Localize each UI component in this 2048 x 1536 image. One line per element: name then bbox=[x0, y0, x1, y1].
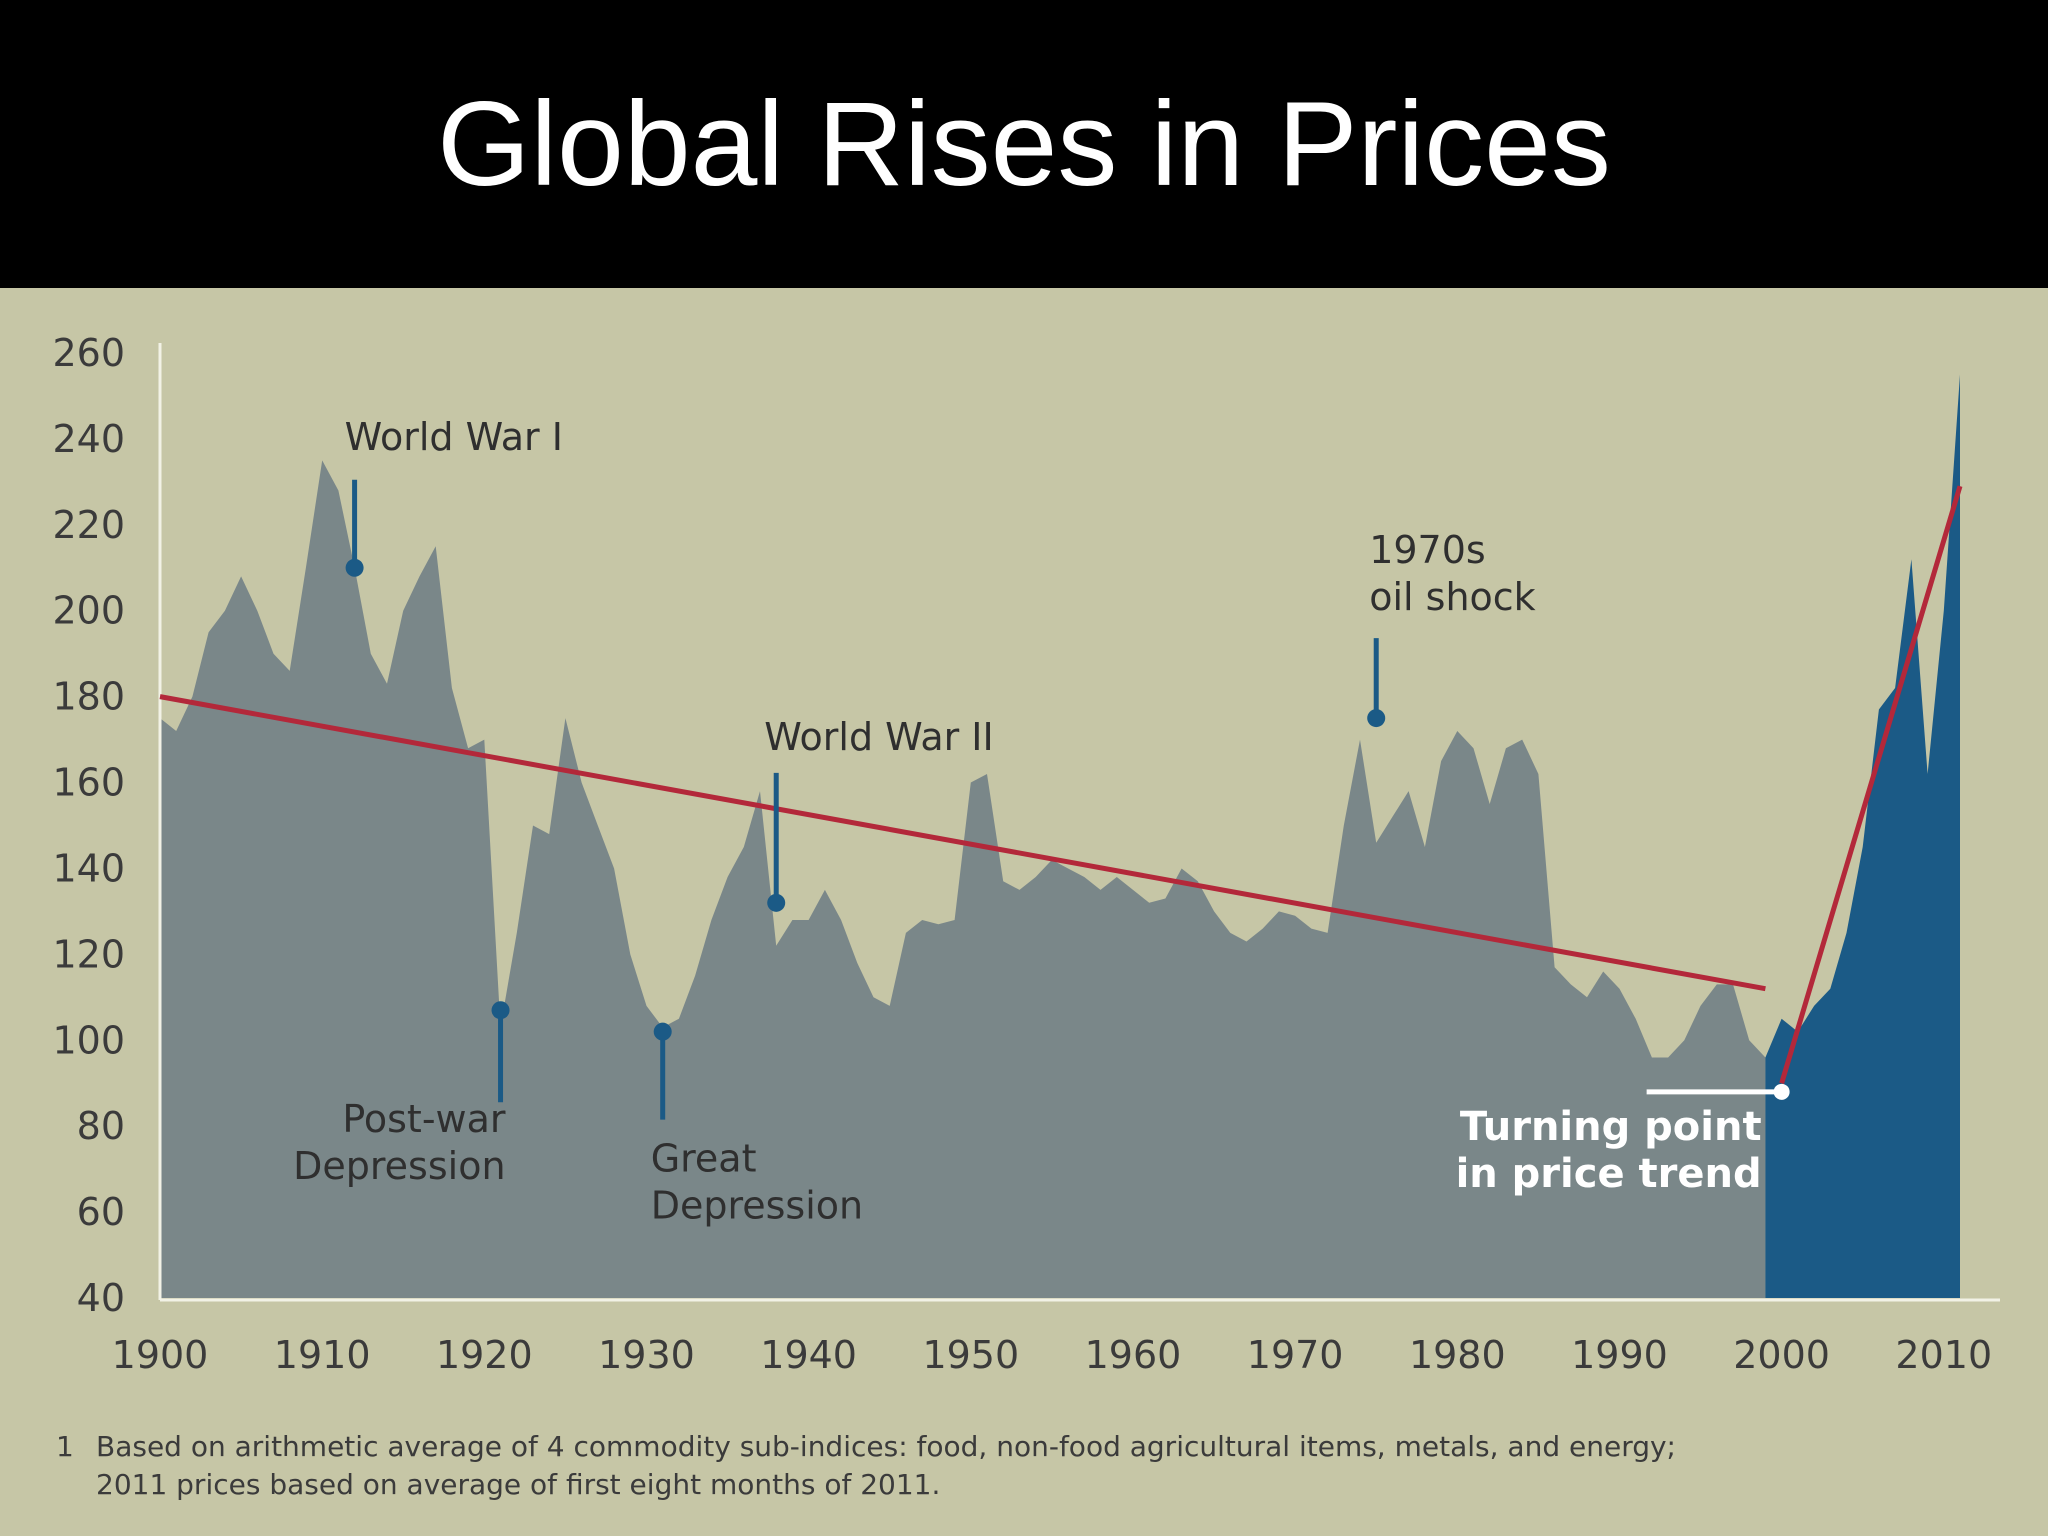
x-tick-label: 2000 bbox=[1733, 1333, 1830, 1377]
y-tick-label: 100 bbox=[52, 1018, 125, 1062]
annotation-label-4-1: World War II bbox=[764, 715, 994, 759]
annotation-label-3-2: Depression bbox=[651, 1184, 863, 1228]
y-tick-label: 180 bbox=[52, 675, 125, 719]
y-tick-label: 220 bbox=[52, 503, 125, 547]
annotation-dot-5 bbox=[1367, 709, 1386, 728]
annotation-label-3-1: Great bbox=[651, 1137, 757, 1181]
y-tick-label: 80 bbox=[77, 1104, 125, 1148]
y-tick-label: 240 bbox=[52, 417, 125, 461]
annotation-dot-2 bbox=[491, 1001, 510, 1020]
x-tick-label: 2010 bbox=[1895, 1333, 1992, 1377]
annotation-label-1-1: World War I bbox=[345, 415, 563, 459]
area-1999-2011 bbox=[1765, 374, 1960, 1298]
x-tick-label: 1900 bbox=[112, 1333, 209, 1377]
x-tick-label: 1950 bbox=[922, 1333, 1019, 1377]
x-tick-label: 1980 bbox=[1409, 1333, 1506, 1377]
annotation-dot-6 bbox=[1773, 1083, 1790, 1100]
y-tick-label: 40 bbox=[77, 1276, 125, 1320]
annotation-dot-4 bbox=[767, 893, 786, 912]
y-tick-label: 60 bbox=[77, 1190, 125, 1234]
x-tick-label: 1940 bbox=[760, 1333, 857, 1377]
annotation-label-6-2: in price trend bbox=[1456, 1151, 1762, 1197]
annotation-label-5-2: oil shock bbox=[1369, 575, 1535, 619]
area-1900-1999 bbox=[160, 460, 1766, 1298]
x-tick-label: 1910 bbox=[274, 1333, 371, 1377]
y-tick-label: 200 bbox=[52, 589, 125, 633]
trend-line-2 bbox=[1779, 485, 1963, 1084]
footnote-line-2: 2011 prices based on average of first ei… bbox=[96, 1468, 941, 1501]
annotation-label-6-1: Turning point bbox=[1460, 1104, 1762, 1150]
trend-line-1 bbox=[159, 694, 1766, 992]
annotation-label-2-1: Post-war bbox=[342, 1097, 506, 1141]
slide-title: Global Rises in Prices bbox=[437, 77, 1611, 211]
y-tick-label: 140 bbox=[52, 846, 125, 890]
x-tick-label: 1990 bbox=[1571, 1333, 1668, 1377]
x-tick-label: 1970 bbox=[1247, 1333, 1344, 1377]
annotation-label-2-2: Depression bbox=[293, 1144, 505, 1188]
x-tick-label: 1960 bbox=[1085, 1333, 1182, 1377]
tick-layer: 40 60 80 100 120 140 160 180 200 220 240 260 1900 191… bbox=[52, 331, 1992, 1377]
y-tick-label: 120 bbox=[52, 932, 125, 976]
annotation-label-5-1: 1970s bbox=[1369, 528, 1486, 572]
annotation-dot-1 bbox=[345, 558, 364, 577]
x-tick-label: 1920 bbox=[436, 1333, 533, 1377]
footnote-line-1: Based on arithmetic average of 4 commodi… bbox=[96, 1430, 1676, 1463]
trend-layer bbox=[159, 485, 1963, 1084]
x-tick-label: 1930 bbox=[598, 1333, 695, 1377]
footnote-marker: 1 bbox=[56, 1430, 74, 1463]
annotation-dot-3 bbox=[653, 1022, 672, 1041]
y-tick-label: 160 bbox=[52, 761, 125, 805]
area-layer bbox=[160, 374, 1960, 1298]
axis-layer bbox=[158, 343, 2000, 1302]
y-tick-label: 260 bbox=[52, 331, 125, 375]
footnote: 1 Based on arithmetic average of 4 commo… bbox=[56, 1428, 2016, 1504]
